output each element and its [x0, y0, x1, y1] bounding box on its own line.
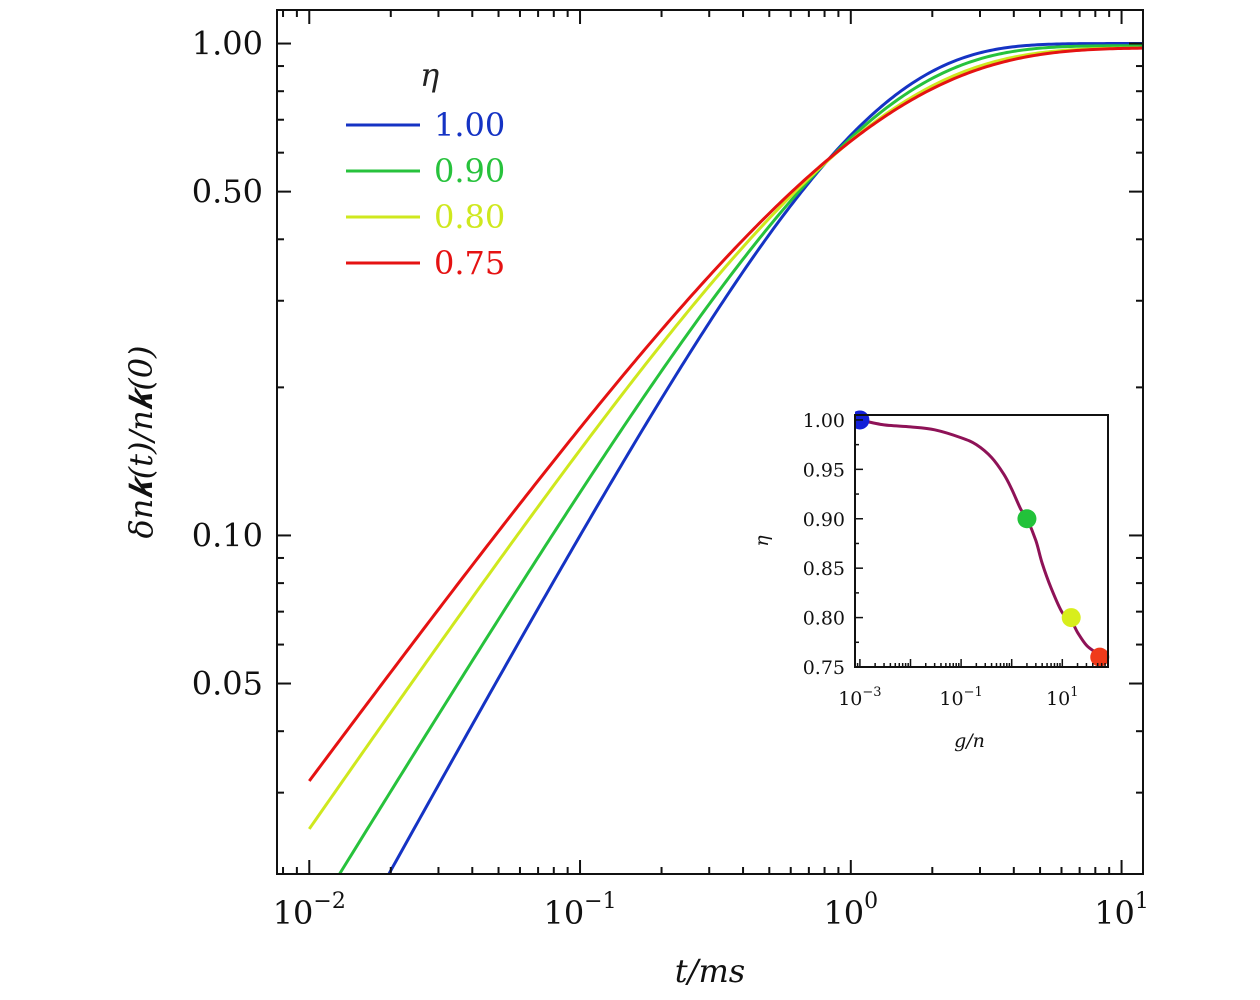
legend-label: 0.75 — [434, 244, 505, 282]
inset-background — [855, 415, 1108, 667]
series-line-0-80 — [308, 46, 1143, 830]
series-line-0-90 — [337, 44, 1143, 874]
legend-title: η — [420, 56, 439, 94]
main-plot-frame — [276, 9, 1144, 875]
inset-y-tick-label: 0.85 — [803, 558, 845, 580]
inset-x-tick-label: 101 — [1046, 685, 1078, 710]
x-axis-label: t/ms — [675, 952, 745, 990]
y-tick-label: 0.10 — [192, 516, 263, 554]
inset-y-tick-label: 0.95 — [803, 459, 845, 481]
y-axis-label: δn𝒌(t)/n𝒌(0) — [122, 345, 160, 538]
x-tick-label: 10−2 — [273, 889, 346, 932]
main-y-axis: 0.05 0.10 0.50 1.00 — [192, 25, 1143, 794]
legend-label: 1.00 — [434, 106, 505, 144]
inset-y-axis: 0.75 0.80 0.85 0.90 0.95 1.00 — [803, 410, 863, 679]
inset-y-axis-label: η — [751, 535, 773, 547]
legend-label: 0.80 — [434, 198, 505, 236]
x-tick-label: 10−1 — [543, 889, 616, 932]
main-plot: 10−2 10−1 100 101 0.050.100.501.00 η 1.000.… — [122, 9, 1149, 990]
legend-label: 0.90 — [434, 152, 505, 190]
inset-x-tick-label: 10−1 — [939, 685, 982, 710]
y-tick-label: 0.50 — [192, 173, 263, 211]
inset-marker — [1017, 509, 1037, 529]
inset-frame — [854, 414, 1109, 668]
inset-plot: 10−3 10−1 101 0.75 0.80 0.85 0.90 0.95 1.00 g/n… — [751, 410, 1110, 752]
main-x-axis: 10−2 10−1 100 101 — [273, 10, 1149, 932]
legend: η 1.00 0.90 0.80 0.75 — [346, 56, 505, 282]
inset-y-tick-label: 0.75 — [803, 657, 845, 679]
series-line-1-00 — [387, 42, 1143, 874]
x-axis-label-italic: t — [675, 952, 688, 990]
inset-y-tick-label: 0.90 — [803, 509, 845, 531]
inset-y-tick-label: 1.00 — [803, 410, 845, 432]
x-axis-label-unit: /ms — [685, 952, 746, 990]
x-tick-label: 101 — [1094, 889, 1149, 932]
inset-marker — [1061, 608, 1081, 628]
inset-y-tick-label: 0.80 — [803, 608, 845, 630]
inset-x-axis-label: g/n — [954, 730, 985, 752]
x-tick-label: 100 — [823, 889, 878, 932]
inset-x-tick-label: 10−3 — [838, 685, 881, 710]
main-series-group — [308, 42, 1143, 874]
series-line-0-75 — [308, 46, 1143, 782]
inset-marker — [1090, 647, 1110, 667]
y-tick-label: 0.05 — [192, 665, 263, 703]
inset-series-group — [855, 410, 1110, 667]
y-tick-label: 1.00 — [192, 25, 263, 63]
